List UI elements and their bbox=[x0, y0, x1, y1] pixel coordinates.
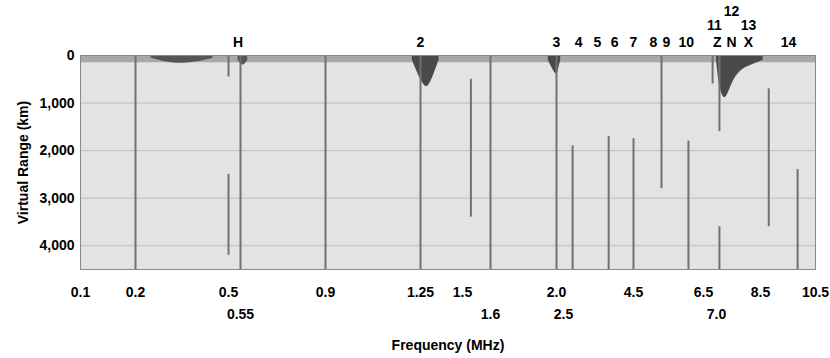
svg-text:11: 11 bbox=[707, 17, 722, 33]
svg-text:7.0: 7.0 bbox=[707, 306, 727, 322]
svg-text:13: 13 bbox=[741, 17, 757, 33]
svg-text:10: 10 bbox=[679, 34, 695, 50]
svg-text:7: 7 bbox=[630, 34, 638, 50]
svg-text:0: 0 bbox=[67, 47, 75, 63]
svg-text:12: 12 bbox=[724, 3, 740, 19]
svg-text:4: 4 bbox=[575, 34, 583, 50]
svg-text:8: 8 bbox=[650, 34, 658, 50]
svg-text:5: 5 bbox=[594, 34, 602, 50]
svg-text:X: X bbox=[744, 34, 754, 50]
svg-text:Virtual Range (km): Virtual Range (km) bbox=[15, 101, 31, 224]
svg-text:3: 3 bbox=[553, 34, 561, 50]
svg-text:0.55: 0.55 bbox=[227, 306, 254, 322]
svg-text:Frequency (MHz): Frequency (MHz) bbox=[392, 337, 505, 353]
svg-text:H: H bbox=[233, 34, 243, 50]
svg-text:0.2: 0.2 bbox=[126, 284, 146, 300]
svg-text:3,000: 3,000 bbox=[39, 190, 74, 206]
svg-text:Z: Z bbox=[713, 34, 722, 50]
svg-text:0.5: 0.5 bbox=[219, 284, 239, 300]
svg-text:1.6: 1.6 bbox=[481, 306, 501, 322]
svg-text:2: 2 bbox=[417, 34, 425, 50]
svg-text:4.5: 4.5 bbox=[624, 284, 644, 300]
svg-text:N: N bbox=[726, 34, 736, 50]
svg-text:10.5: 10.5 bbox=[802, 284, 829, 300]
svg-text:2.5: 2.5 bbox=[554, 306, 574, 322]
svg-text:14: 14 bbox=[781, 34, 797, 50]
svg-text:4,000: 4,000 bbox=[39, 237, 74, 253]
svg-text:0.1: 0.1 bbox=[71, 284, 91, 300]
svg-text:2,000: 2,000 bbox=[39, 142, 74, 158]
svg-text:1.25: 1.25 bbox=[407, 284, 434, 300]
svg-text:8.5: 8.5 bbox=[751, 284, 771, 300]
svg-text:9: 9 bbox=[663, 34, 671, 50]
svg-text:0.9: 0.9 bbox=[316, 284, 336, 300]
svg-text:2.0: 2.0 bbox=[547, 284, 567, 300]
svg-text:1.5: 1.5 bbox=[453, 284, 473, 300]
svg-text:1,000: 1,000 bbox=[39, 95, 74, 111]
svg-text:6: 6 bbox=[611, 34, 619, 50]
svg-text:6.5: 6.5 bbox=[694, 284, 714, 300]
